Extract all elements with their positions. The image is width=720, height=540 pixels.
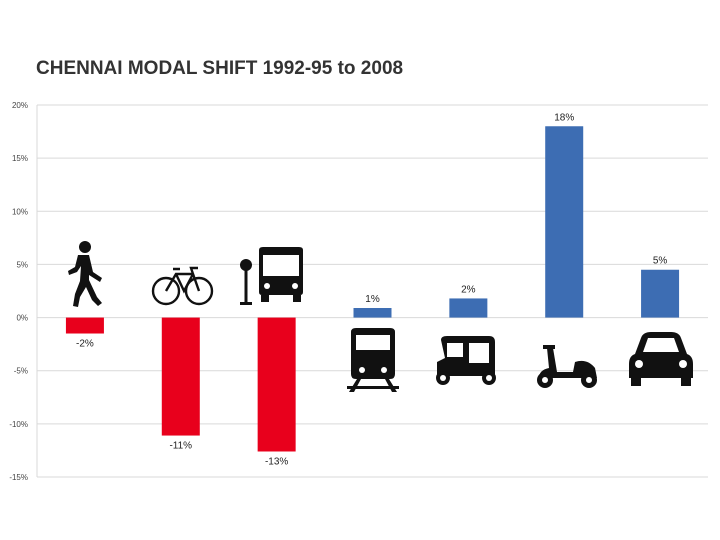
bar [545,126,584,318]
bus-icon [240,247,303,305]
scooter-icon [537,345,597,388]
car-icon [629,332,693,386]
bar [65,317,104,334]
y-tick-label: 20% [12,101,28,110]
data-label: -11% [169,441,192,452]
y-axis-ticks: 20% 15% 10% 5% 0% -5% -10% -15% [9,101,28,482]
y-tick-label: 15% [12,154,28,163]
data-label: 5% [653,256,668,267]
chart-title: CHENNAI MODAL SHIFT 1992-95 to 2008 [36,58,404,79]
data-label: 1% [365,294,380,305]
bicycle-icon [151,266,214,306]
y-tick-label: -5% [14,367,28,376]
y-tick-label: -10% [9,420,28,429]
bar [353,308,392,318]
y-tick-label: 5% [16,260,28,269]
gridlines [36,104,708,478]
bar [257,317,296,452]
bars [65,126,680,452]
y-tick-label: 10% [12,207,28,216]
data-label: 18% [554,112,574,123]
bar [641,269,680,318]
walking-person-icon [68,241,102,307]
y-tick-label: 0% [16,314,28,323]
data-label: -2% [76,339,94,350]
y-tick-label: -15% [9,473,28,482]
bar [161,317,200,436]
auto-rickshaw-icon [436,336,496,385]
train-icon [347,328,399,392]
data-labels: -2% -11% -13% 1% 2% 18% 5% [76,112,667,467]
data-label: -13% [265,456,288,467]
data-label: 2% [461,284,476,295]
bar [449,298,488,318]
